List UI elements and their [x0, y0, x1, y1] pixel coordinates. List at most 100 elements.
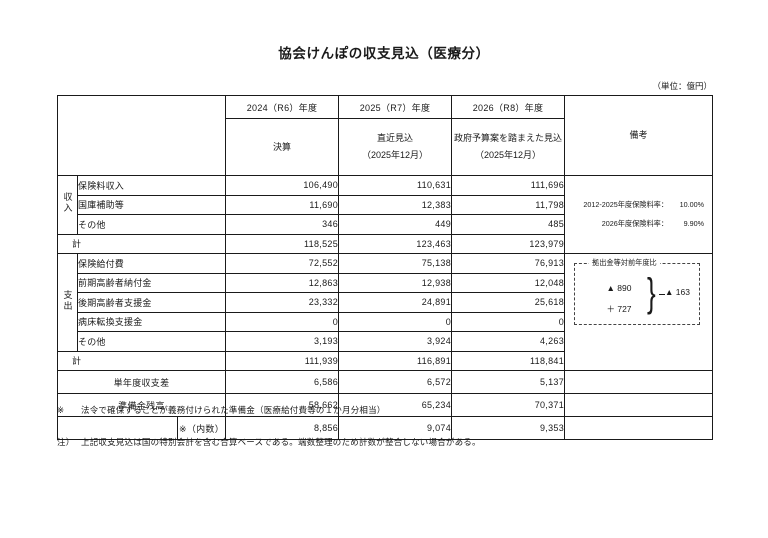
row-label-income-other: その他: [76, 214, 227, 235]
row-label-hoken-kyufu: 保険給付費: [76, 253, 227, 274]
header-sub-2024: 決算: [225, 118, 340, 176]
cell-balance-2026: 5,137: [451, 370, 566, 394]
cell-exp-total-2024: 111,939: [225, 350, 340, 371]
annotation-values: ▲ 890 ＋ 727: [591, 278, 647, 320]
row-label-zenki-koreisha: 前期高齢者納付金: [76, 272, 227, 293]
cell-reserve-2026: 70,371: [451, 393, 566, 417]
cell-income-1-2025: 12,383: [338, 194, 453, 215]
cell-exp-4-2026: 4,263: [451, 331, 566, 352]
header-sub-2025: 直近見込 （2025年12月）: [338, 118, 453, 176]
cell-exp-3-2026: 0: [451, 311, 566, 332]
table-header-years: 2024（R6）年度 2025（R7）年度 2026（R8）年度 備考: [56, 95, 714, 176]
axis-label-expenditure-text: 支出: [62, 289, 73, 312]
cell-exp-2-2024: 23,332: [225, 292, 340, 313]
row-label-koki-koreisha: 後期高齢者支援金: [76, 292, 227, 313]
cell-exp-total-2025: 116,891: [338, 350, 453, 371]
header-corner-blank: [56, 95, 227, 176]
row-label-hokenryo-shunyu: 保険料収入: [76, 175, 227, 196]
budget-table: 2024（R6）年度 2025（R7）年度 2026（R8）年度 備考 決算 直…: [56, 95, 714, 440]
axis-label-income-text: 収入: [62, 192, 73, 215]
brace-icon: }: [647, 268, 656, 316]
header-sub-2025-line2: （2025年12月）: [361, 150, 429, 160]
cell-exp-total-2026: 118,841: [451, 350, 566, 371]
remark-annotation-cell: 拠出金等対前年度比 ▲ 890 ＋ 727 } ▲ 163: [564, 253, 714, 371]
table-row: その他 346 449 485: [58, 214, 713, 235]
cell-exp-4-2024: 3,193: [225, 331, 340, 352]
remark-blank-balance: [564, 370, 714, 394]
header-sub-2026-line2: （2025年12月）: [474, 150, 542, 160]
footnote-text-1: 法令で確保することが義務付けられた準備金（医療給付費等の１か月分相当）: [81, 405, 386, 415]
rate-line-2: 2026年度保険料率： 9.90%: [565, 215, 712, 234]
table-row-summary: 準備金残高 58,662 65,234 70,371: [56, 393, 714, 417]
rate-value-1: 10.00%: [679, 200, 705, 209]
cell-balance-2025: 6,572: [338, 370, 453, 394]
axis-label-income: 収入: [57, 175, 78, 235]
cell-income-1-2024: 11,690: [225, 194, 340, 215]
footnote-reserve: ※ 法令で確保することが義務付けられた準備金（医療給付費等の１か月分相当）: [57, 404, 386, 416]
table-row: 後期高齢者支援金 23,332 24,891 25,618: [58, 292, 713, 313]
header-remarks: 備考: [564, 95, 714, 176]
cell-exp-2-2025: 24,891: [338, 292, 453, 313]
rate-value-2: 9.90%: [683, 218, 705, 228]
table-row: 国庫補助等 11,690 12,383 11,798: [58, 194, 713, 215]
header-year-2026: 2026（R8）年度: [451, 95, 566, 119]
header-sub-2026: 政府予算案を踏まえた見込 （2025年12月）: [451, 118, 566, 176]
cell-income-2-2025: 449: [338, 214, 453, 235]
cell-income-2-2024: 346: [225, 214, 340, 235]
cell-income-1-2026: 11,798: [451, 194, 566, 215]
annotation-result: ▲ 163: [665, 287, 690, 297]
cell-exp-1-2026: 12,048: [451, 272, 566, 293]
table-row-total: 計 111,939 116,891 118,841: [56, 350, 713, 371]
cell-exp-1-2025: 12,938: [338, 272, 453, 293]
table-header-subcaptions: 決算 直近見込 （2025年12月） 政府予算案を踏まえた見込 （2025年12…: [58, 118, 713, 176]
table-row: 前期高齢者納付金 12,863 12,938 12,048: [58, 272, 713, 293]
cell-income-2-2026: 485: [451, 214, 566, 235]
cell-balance-2024: 6,586: [225, 370, 340, 394]
cell-inner-2025: 9,074: [338, 416, 453, 440]
page-title: 協会けんぽの収支見込（医療分）: [278, 46, 490, 61]
cell-exp-4-2025: 3,924: [338, 331, 453, 352]
footnote-marker-1: ※: [57, 405, 65, 415]
header-sub-2024-line1: 決算: [273, 141, 292, 152]
rate-label-1: 2012-2025年度保険料率：: [583, 200, 669, 209]
budget-table-container: 2024（R6）年度 2025（R7）年度 2026（R8）年度 備考 決算 直…: [56, 95, 714, 440]
cell-income-0-2025: 110,631: [338, 175, 453, 196]
cell-exp-1-2024: 12,863: [225, 272, 340, 293]
header-year-2024: 2024（R6）年度: [225, 95, 340, 119]
row-label-kokko-hojo: 国庫補助等: [76, 194, 227, 215]
inner-row-blank: [57, 416, 178, 440]
annotation-line-1: ▲ 890: [606, 283, 632, 293]
cell-reserve-2024: 58,662: [225, 393, 340, 417]
row-label-inner-count: ※（内数）: [176, 416, 227, 440]
rate-label-2: 2026年度保険料率：: [601, 218, 669, 228]
remark-rates-cell: 2012-2025年度保険料率： 10.00% 2026年度保険料率： 9.90…: [564, 175, 714, 254]
contribution-comparison-box: 拠出金等対前年度比 ▲ 890 ＋ 727 } ▲ 163: [574, 258, 701, 325]
annotation-connector: [659, 294, 666, 295]
row-label-exp-total: 計: [56, 350, 227, 371]
cell-exp-3-2025: 0: [338, 311, 453, 332]
cell-exp-0-2024: 72,552: [225, 253, 340, 274]
cell-income-0-2024: 106,490: [225, 175, 340, 196]
header-year-2025: 2025（R7）年度: [338, 95, 453, 119]
cell-inner-2024: 8,856: [225, 416, 340, 440]
cell-exp-0-2026: 76,913: [451, 253, 566, 274]
cell-reserve-2025: 65,234: [338, 393, 453, 417]
footnote-text-2: 上記収支見込は国の特別会計を含む合算ベースである。端数整理のため計数が整合しない…: [81, 437, 481, 447]
table-row: 収入 保険料収入 106,490 110,631 111,696 2012-20…: [57, 175, 714, 254]
annotation-line-2: ＋ 727: [606, 304, 632, 314]
unit-note: （単位：億円）: [652, 81, 712, 91]
row-label-annual-balance: 単年度収支差: [56, 370, 227, 394]
table-row: 支出 保険給付費 72,552 75,138 76,913 拠出金等対前年度比 …: [57, 253, 714, 371]
cell-income-total-2025: 123,463: [338, 233, 453, 254]
cell-income-total-2026: 123,979: [451, 233, 566, 254]
header-sub-2025-line1: 直近見込: [377, 133, 414, 143]
table-row: 病床転換支援金 0 0 0: [58, 311, 713, 332]
cell-income-0-2026: 111,696: [451, 175, 566, 196]
table-row-inner: ※（内数） 8,856 9,074 9,353: [57, 416, 714, 440]
footnote-marker-2: 注）: [57, 437, 75, 447]
remark-blank-inner: [564, 416, 714, 440]
cell-exp-0-2025: 75,138: [338, 253, 453, 274]
remark-blank-reserve: [564, 393, 714, 417]
annotation-title: 拠出金等対前年度比: [589, 258, 660, 268]
row-label-income-total: 計: [56, 233, 227, 254]
